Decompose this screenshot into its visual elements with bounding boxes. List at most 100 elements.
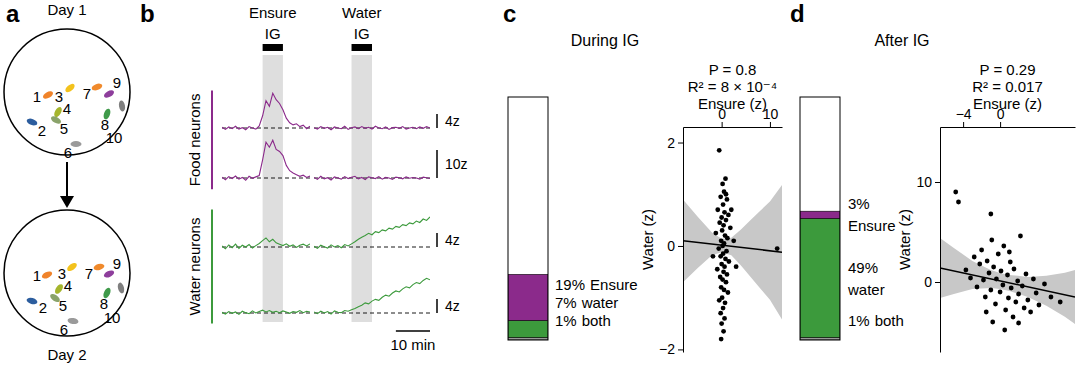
point [1037, 303, 1042, 308]
point [1058, 300, 1063, 305]
neuron-label: 5 [59, 297, 67, 314]
field-of-view [4, 29, 130, 155]
group-bracket [211, 210, 213, 324]
y-axis: 010 [916, 128, 940, 353]
point [722, 264, 727, 269]
point [725, 236, 730, 241]
arrow-shaft [66, 162, 68, 198]
point [1006, 296, 1011, 301]
tick-mark [678, 246, 683, 247]
neuron [91, 82, 103, 91]
neuron [67, 317, 79, 325]
tick-mark [678, 349, 683, 350]
point [718, 194, 723, 199]
point [1016, 292, 1021, 297]
trace [314, 217, 430, 249]
neuron-label: 2 [39, 299, 47, 316]
tick-label: −2 [659, 341, 675, 357]
point [721, 329, 726, 334]
trace-group [222, 93, 310, 129]
confidence-band [940, 238, 1075, 324]
confidence-band [683, 185, 782, 319]
point [988, 288, 993, 293]
neuron [93, 263, 105, 272]
point [721, 306, 726, 311]
tick-label: 0 [924, 274, 932, 290]
point [998, 290, 1003, 295]
point [1031, 277, 1036, 282]
point [724, 280, 729, 285]
point [977, 262, 982, 267]
point [725, 197, 730, 202]
point [1002, 328, 1007, 333]
point [729, 207, 734, 212]
point [726, 259, 731, 264]
point [991, 265, 996, 270]
point [963, 268, 968, 273]
plot-area [940, 190, 1075, 333]
time-bar-label: 10 min [390, 336, 435, 353]
time-bar [396, 330, 430, 332]
point [723, 300, 728, 305]
neuron [118, 100, 126, 112]
neuron [64, 82, 76, 94]
point [988, 212, 993, 217]
data-label: 19% [555, 276, 585, 293]
axis-line [684, 127, 783, 128]
neuron-label: 9 [113, 255, 121, 272]
data-label: 3% [848, 195, 870, 212]
point [726, 290, 731, 295]
trace-group [314, 176, 430, 180]
bar-frame [508, 97, 548, 340]
session-label: EnsureIG [249, 4, 297, 42]
point [717, 298, 722, 303]
session-label-line: Water [342, 4, 381, 21]
tick: 2 [667, 134, 683, 150]
point [972, 255, 977, 260]
point [1012, 267, 1017, 272]
tick-label: 0 [667, 238, 675, 254]
neuron [117, 282, 126, 294]
point [723, 176, 728, 181]
point [1009, 286, 1014, 291]
neuron [26, 297, 38, 306]
baseline [314, 247, 430, 248]
data-label-name: both [875, 312, 904, 329]
point [726, 213, 731, 218]
bars [800, 211, 840, 340]
point [1003, 308, 1008, 313]
tick-mark [678, 143, 683, 144]
figure: abcdDay 112345678910Day 212345678910Ensu… [0, 0, 1080, 366]
tick-label: −4 [956, 106, 972, 122]
point [724, 218, 729, 223]
tick-mark [1000, 122, 1001, 127]
session-label-line: IG [265, 25, 281, 42]
point [715, 207, 720, 212]
point [715, 267, 720, 272]
point [724, 192, 729, 197]
field-of-view [4, 210, 130, 336]
point [993, 302, 998, 307]
scale-bar-label: 10z [445, 156, 468, 172]
point [979, 248, 984, 253]
point [722, 316, 727, 321]
point [720, 228, 725, 233]
trace-group [314, 217, 430, 249]
axis-line [940, 128, 941, 353]
neuron [42, 90, 55, 101]
data-label-name: water [581, 294, 619, 311]
trace-group [314, 126, 430, 130]
tick-label: 2 [667, 134, 675, 150]
data-label: 7% [555, 294, 577, 311]
trace [222, 93, 310, 129]
data-label-name: both [582, 312, 611, 329]
point [716, 246, 721, 251]
point [719, 337, 724, 342]
axis-line [941, 127, 1076, 128]
trace [314, 176, 430, 180]
point [975, 285, 980, 290]
neuron-label: 7 [85, 265, 93, 282]
tick: 0 [924, 274, 940, 290]
arrow-head [60, 196, 74, 208]
session-label: WaterIG [342, 4, 381, 42]
